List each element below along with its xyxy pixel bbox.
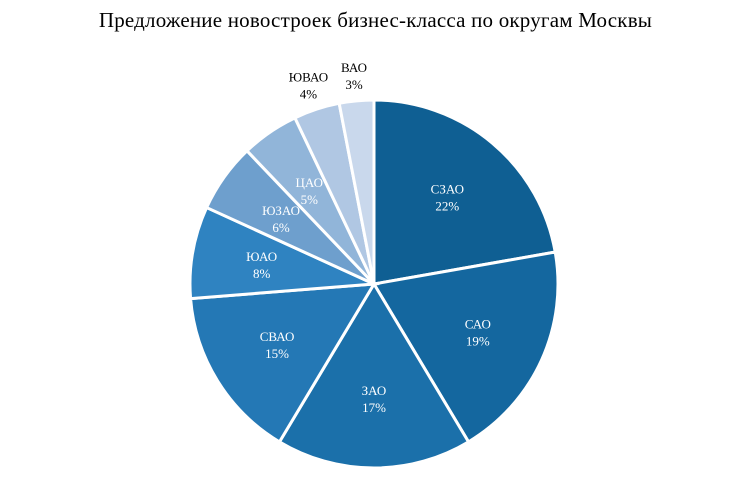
slice-name-label: ВАО [341,60,367,75]
slice-label-7: ЮВАО 4% [289,69,328,101]
slice-label-2: ЗАО 17% [362,383,387,415]
slice-value-label: 17% [362,400,386,415]
slice-label-8: ВАО 3% [341,60,367,92]
slice-label-1: САО 19% [465,316,491,348]
slice-name-label: ЦАО [296,175,324,190]
pie-slice-4 [188,205,380,301]
slice-value-label: 22% [435,199,459,214]
slice-name-label: ЮВАО [289,69,328,84]
slice-name-label: САО [465,316,491,331]
slice-label-6: ЦАО 5% [296,175,324,207]
slice-value-label: 3% [345,77,363,92]
slice-label-3: СВАО 15% [260,329,295,361]
pie-slice-8 [337,98,376,285]
pie-slice-0 [372,98,557,286]
slice-name-label: ЗАО [362,383,387,398]
slice-value-label: 19% [466,333,490,348]
pie-slice-2 [277,281,471,470]
slice-value-label: 4% [300,86,318,101]
slice-label-5: ЮЗАО 6% [262,203,300,235]
slice-name-label: СЗАО [431,182,464,197]
chart-title: Предложение новостроек бизнес-класса по … [98,8,653,32]
slice-name-label: СВАО [260,329,295,344]
slice-label-4: ЮАО 8% [246,249,277,281]
slice-value-label: 6% [272,220,290,235]
slice-name-label: ЮЗАО [262,203,300,218]
pie-slice-3 [188,282,377,444]
slice-label-0: СЗАО 22% [431,182,464,214]
slice-value-label: 8% [253,266,271,281]
slice-name-label: ЮАО [246,249,277,264]
slice-value-label: 5% [301,192,319,207]
slice-value-label: 15% [265,346,289,361]
pie-slice-1 [371,250,560,444]
